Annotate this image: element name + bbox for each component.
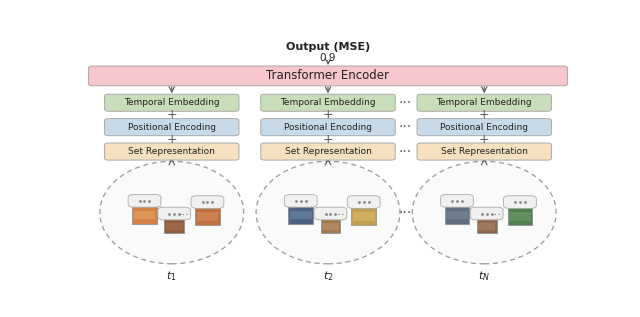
FancyBboxPatch shape xyxy=(288,206,313,224)
FancyBboxPatch shape xyxy=(260,119,396,136)
Ellipse shape xyxy=(256,161,400,264)
FancyBboxPatch shape xyxy=(134,211,156,219)
Text: ···: ··· xyxy=(398,120,412,134)
FancyBboxPatch shape xyxy=(284,195,317,207)
FancyBboxPatch shape xyxy=(195,207,220,225)
FancyBboxPatch shape xyxy=(164,219,184,233)
FancyBboxPatch shape xyxy=(166,223,182,230)
FancyBboxPatch shape xyxy=(470,207,503,220)
Text: Temporal Embedding: Temporal Embedding xyxy=(280,98,376,107)
FancyBboxPatch shape xyxy=(477,219,497,233)
Text: Set Representation: Set Representation xyxy=(441,147,527,156)
Ellipse shape xyxy=(100,161,244,264)
Text: +: + xyxy=(166,133,177,146)
FancyBboxPatch shape xyxy=(260,143,396,160)
FancyBboxPatch shape xyxy=(158,207,191,220)
Text: ···: ··· xyxy=(398,205,412,220)
Text: Temporal Embedding: Temporal Embedding xyxy=(124,98,220,107)
Text: ···: ··· xyxy=(179,210,189,220)
FancyBboxPatch shape xyxy=(417,119,552,136)
Text: Positional Encoding: Positional Encoding xyxy=(128,123,216,132)
FancyBboxPatch shape xyxy=(348,196,380,208)
FancyBboxPatch shape xyxy=(196,212,218,221)
FancyBboxPatch shape xyxy=(446,211,468,219)
FancyBboxPatch shape xyxy=(440,195,474,207)
FancyBboxPatch shape xyxy=(260,94,396,111)
Text: +: + xyxy=(323,133,333,146)
FancyBboxPatch shape xyxy=(417,143,552,160)
FancyBboxPatch shape xyxy=(351,207,376,225)
Text: Transformer Encoder: Transformer Encoder xyxy=(266,69,390,82)
Text: Temporal Embedding: Temporal Embedding xyxy=(436,98,532,107)
FancyBboxPatch shape xyxy=(417,94,552,111)
FancyBboxPatch shape xyxy=(353,212,374,221)
FancyBboxPatch shape xyxy=(504,196,536,208)
Text: 0.9: 0.9 xyxy=(320,53,336,63)
Text: ···: ··· xyxy=(398,145,412,158)
Text: ···: ··· xyxy=(335,210,346,220)
FancyBboxPatch shape xyxy=(132,206,157,224)
Text: Positional Encoding: Positional Encoding xyxy=(440,123,528,132)
Text: ···: ··· xyxy=(492,210,502,220)
FancyBboxPatch shape xyxy=(509,212,531,221)
FancyBboxPatch shape xyxy=(191,196,224,208)
FancyBboxPatch shape xyxy=(290,211,312,219)
FancyBboxPatch shape xyxy=(478,223,495,230)
Text: Set Representation: Set Representation xyxy=(129,147,215,156)
FancyBboxPatch shape xyxy=(445,206,469,224)
Text: $t_1$: $t_1$ xyxy=(166,269,177,282)
Text: +: + xyxy=(479,108,490,121)
Text: +: + xyxy=(479,133,490,146)
Text: Positional Encoding: Positional Encoding xyxy=(284,123,372,132)
FancyBboxPatch shape xyxy=(88,66,568,86)
Text: Set Representation: Set Representation xyxy=(285,147,371,156)
FancyBboxPatch shape xyxy=(322,223,339,230)
Text: +: + xyxy=(166,108,177,121)
Text: $t_N$: $t_N$ xyxy=(478,269,490,282)
FancyBboxPatch shape xyxy=(314,207,347,220)
FancyBboxPatch shape xyxy=(104,119,239,136)
FancyBboxPatch shape xyxy=(128,195,161,207)
Text: $t_2$: $t_2$ xyxy=(323,269,333,282)
FancyBboxPatch shape xyxy=(508,207,532,225)
Ellipse shape xyxy=(412,161,556,264)
Text: Output (MSE): Output (MSE) xyxy=(286,42,370,52)
FancyBboxPatch shape xyxy=(104,94,239,111)
FancyBboxPatch shape xyxy=(104,143,239,160)
Text: ···: ··· xyxy=(398,96,412,110)
Text: +: + xyxy=(323,108,333,121)
FancyBboxPatch shape xyxy=(321,219,340,233)
